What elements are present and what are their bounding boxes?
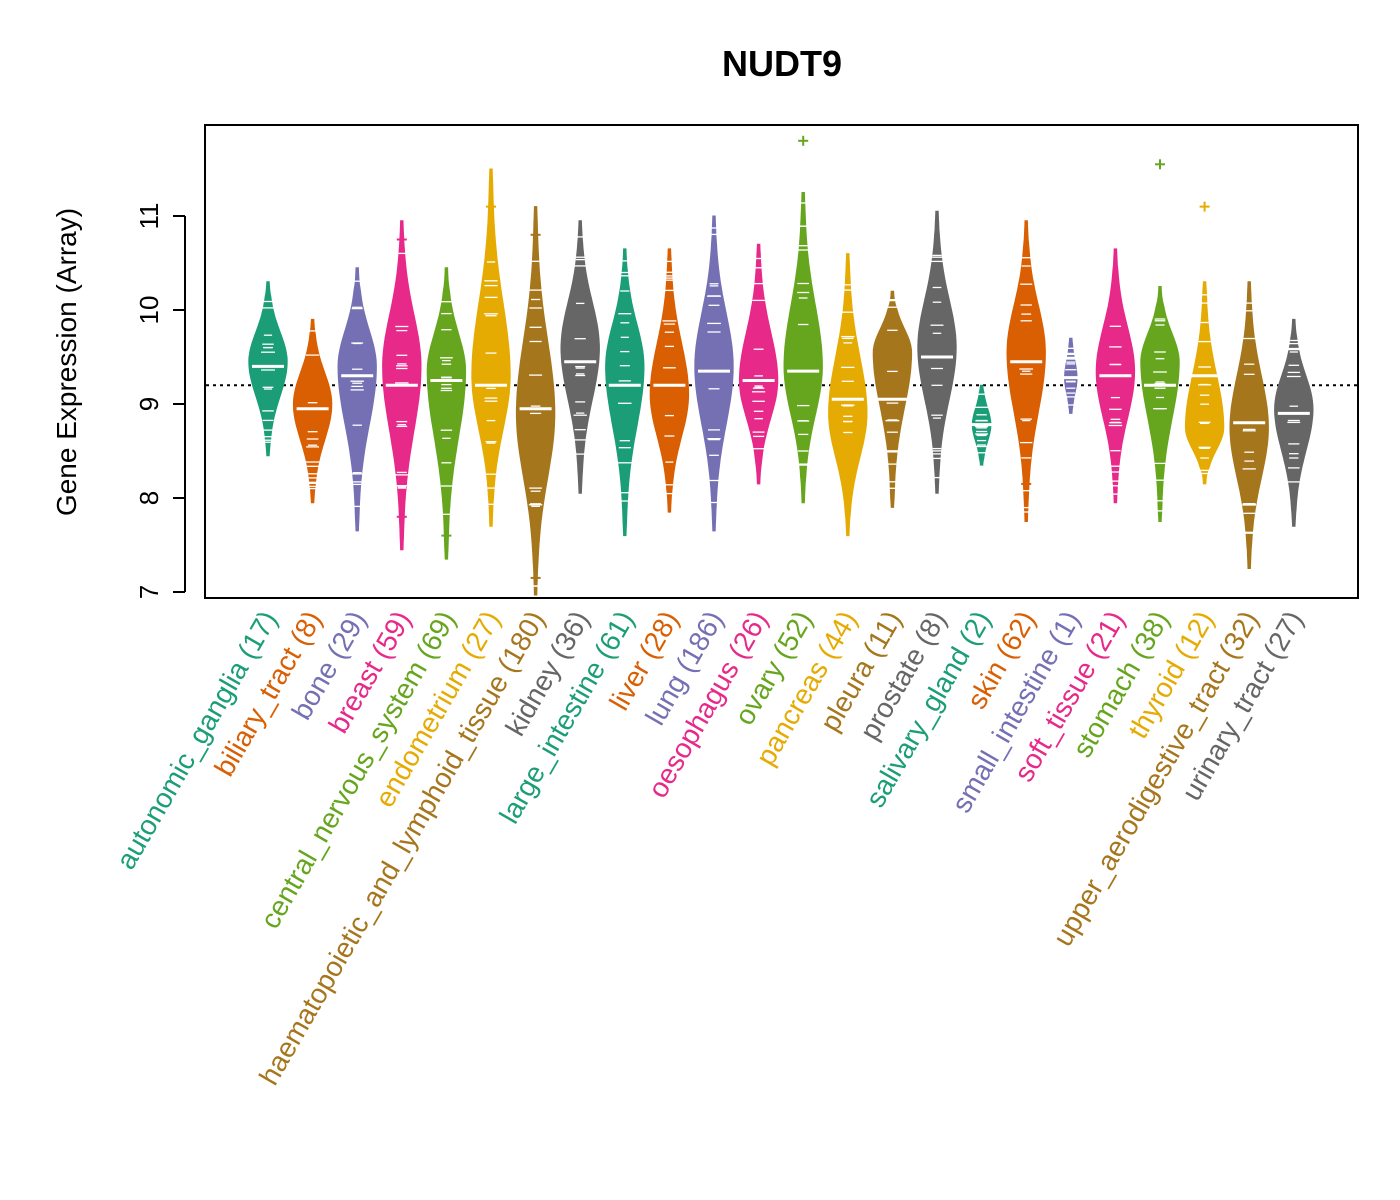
violin-shape bbox=[917, 210, 957, 494]
y-tick-label: 8 bbox=[134, 491, 164, 505]
violin-shape bbox=[783, 192, 823, 504]
violin-shape bbox=[292, 318, 333, 504]
violin-shape bbox=[515, 206, 556, 596]
violin-upper_aerodigestive_tract bbox=[1229, 281, 1269, 569]
violin-large_intestine bbox=[605, 248, 645, 537]
violin-stomach bbox=[1140, 159, 1180, 522]
violin-shape bbox=[1064, 337, 1078, 414]
violin-pancreas bbox=[828, 253, 868, 537]
violin-autonomic_ganglia bbox=[248, 281, 288, 457]
violin-shape bbox=[738, 243, 779, 485]
violin-breast bbox=[382, 220, 422, 551]
violin-skin bbox=[1006, 220, 1046, 522]
violin-shape bbox=[337, 267, 377, 532]
violin-salivary_gland bbox=[965, 384, 998, 466]
violin-soft_tissue bbox=[1095, 248, 1136, 504]
violin-pleura bbox=[872, 290, 913, 508]
violin-central_nervous_system bbox=[426, 267, 467, 560]
y-tick-label: 9 bbox=[134, 397, 164, 411]
y-tick-label: 11 bbox=[134, 203, 164, 230]
violin-shape bbox=[1184, 281, 1225, 485]
violin-thyroid bbox=[1184, 201, 1225, 485]
violin-shape bbox=[605, 248, 645, 537]
violin-shape bbox=[426, 267, 467, 560]
y-tick-label: 10 bbox=[134, 296, 164, 325]
violin-biliary_tract bbox=[292, 318, 333, 504]
y-axis: 7 8 9 10 11 bbox=[134, 203, 186, 599]
violin-prostate bbox=[917, 210, 957, 494]
violin-bone bbox=[337, 267, 377, 532]
violin-shape bbox=[248, 281, 288, 457]
y-axis-label: Gene Expression (Array) bbox=[51, 208, 82, 516]
violin-lung bbox=[694, 215, 734, 532]
violin-liver bbox=[649, 248, 690, 513]
y-tick-label: 7 bbox=[134, 585, 164, 599]
x-axis-labels: autonomic_ganglia (17)biliary_tract (8)b… bbox=[110, 606, 1309, 1091]
violin-haematopoietic_and_lymphoid_tissue bbox=[515, 206, 556, 596]
violin-shape bbox=[649, 248, 690, 513]
chart-title: NUDT9 bbox=[722, 43, 842, 84]
violin-urinary_tract bbox=[1274, 318, 1314, 527]
plot-frame bbox=[204, 124, 1359, 599]
violin-small_intestine bbox=[1054, 337, 1087, 414]
violin-shape bbox=[1229, 281, 1269, 569]
violins bbox=[248, 135, 1314, 596]
violin-ovary bbox=[783, 135, 823, 504]
violin-shape bbox=[560, 220, 600, 494]
violin-shape bbox=[694, 215, 734, 532]
violin-shape bbox=[1140, 286, 1180, 522]
violin-oesophagus bbox=[738, 243, 779, 485]
violin-endometrium bbox=[471, 168, 511, 527]
violin-shape bbox=[828, 253, 868, 537]
violin-shape bbox=[471, 168, 511, 527]
violin-kidney bbox=[560, 220, 600, 494]
